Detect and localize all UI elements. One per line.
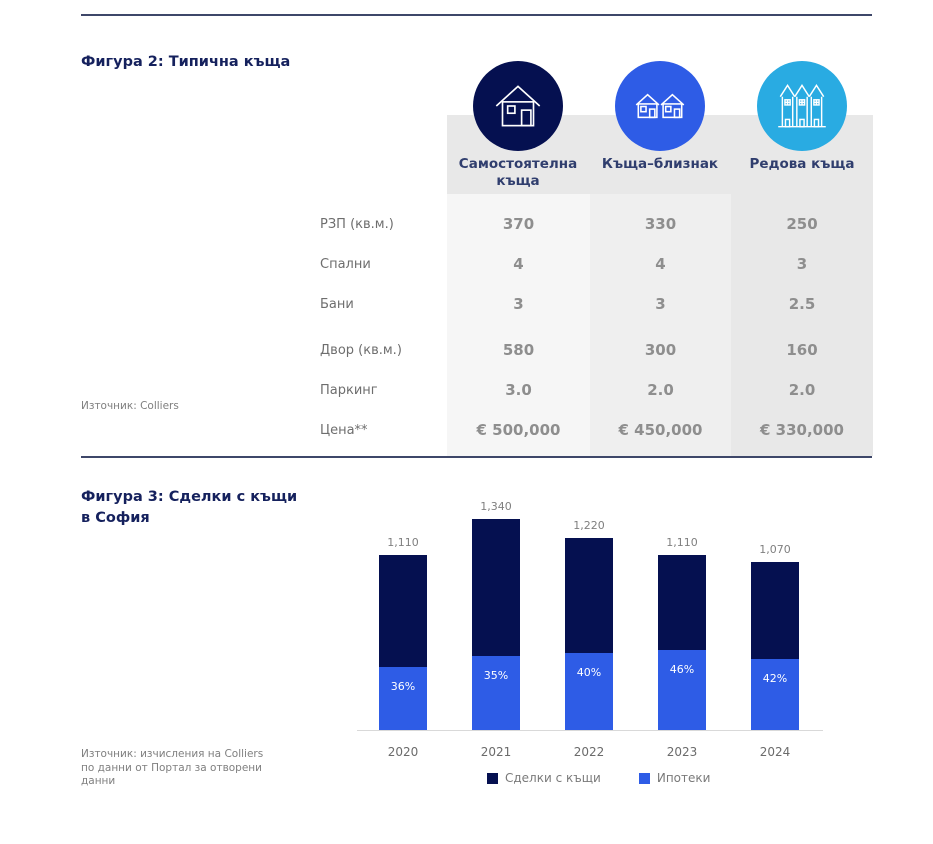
figure2-table-body: РЗП (кв.м.) 370 330 250 Спални 4 4 3 Бани 3 3 2.5 Дв… bbox=[320, 204, 873, 450]
bar-value-label: 1,110 bbox=[387, 536, 419, 549]
table-cell: € 500,000 bbox=[476, 421, 561, 439]
table-cell: 4 bbox=[655, 255, 666, 273]
figure3-title-line1: Фигура 3: Сделки с къщи bbox=[81, 489, 298, 505]
row-label: Двор (кв.м.) bbox=[320, 342, 402, 358]
column-header-label: Къща–близнак bbox=[601, 156, 719, 172]
figure2-source: Източник: Colliers bbox=[81, 400, 179, 412]
table-row: РЗП (кв.м.) 370 330 250 bbox=[320, 204, 873, 244]
table-row: Бани 3 3 2.5 bbox=[320, 284, 873, 324]
chart-x-axis-labels: 2020 2021 2022 2023 2024 bbox=[357, 745, 823, 761]
table-cell: € 330,000 bbox=[760, 421, 844, 439]
legend-label: Сделки с къщи bbox=[505, 771, 601, 785]
table-cell: 2.5 bbox=[788, 295, 816, 313]
figure3-source: Източник: изчисления на Colliers по данн… bbox=[81, 748, 301, 789]
legend-item: Сделки с къщи bbox=[487, 771, 601, 785]
table-cell: 160 bbox=[786, 341, 818, 359]
table-cell: 3.0 bbox=[505, 381, 532, 399]
bar-mortgages-2020 bbox=[379, 667, 427, 730]
x-axis-label: 2020 bbox=[387, 745, 419, 759]
table-row: Двор (кв.м.) 580 300 160 bbox=[320, 330, 873, 370]
table-cell: 330 bbox=[644, 215, 677, 233]
table-column-bg-1 bbox=[447, 194, 590, 456]
semi-detached-house-icon bbox=[615, 61, 705, 151]
table-cell: 2.0 bbox=[647, 381, 674, 399]
x-axis-label: 2024 bbox=[759, 745, 791, 759]
table-cell: € 450,000 bbox=[618, 421, 703, 439]
table-column-bg-3 bbox=[731, 194, 873, 456]
x-axis-label: 2023 bbox=[666, 745, 698, 759]
row-house-icon bbox=[757, 61, 847, 151]
legend-swatch bbox=[487, 772, 498, 784]
figure-divider bbox=[81, 456, 872, 458]
row-label: Паркинг bbox=[320, 382, 378, 398]
table-column-header: Редова къща bbox=[731, 61, 873, 190]
stacked-bar-chart: 1,110 36% 1,340 35% 1,220 40% 1,110 46% 1,070 42% bbox=[357, 495, 823, 731]
table-row: Паркинг 3.0 2.0 2.0 bbox=[320, 370, 873, 410]
bar-value-label: 1,110 bbox=[666, 536, 698, 549]
table-cell: 4 bbox=[513, 255, 524, 273]
table-cell: 3 bbox=[796, 255, 808, 273]
table-row: Спални 4 4 3 bbox=[320, 244, 873, 284]
figure3-source-line1: Източник: изчисления на Colliers bbox=[81, 748, 264, 760]
table-cell: 300 bbox=[644, 341, 677, 359]
figure2-title: Фигура 2: Типична къща bbox=[81, 54, 291, 70]
legend-label: Ипотеки bbox=[656, 771, 711, 785]
legend-swatch bbox=[638, 772, 650, 784]
column-header-label: Самостоятелна къща bbox=[458, 156, 578, 189]
table-cell: 2.0 bbox=[788, 381, 816, 399]
bar-percent-label: 40% bbox=[576, 666, 602, 679]
bar-value-label: 1,340 bbox=[480, 500, 512, 513]
row-label: Спални bbox=[320, 256, 371, 272]
bar-value-label: 1,070 bbox=[759, 543, 791, 556]
bar-value-label: 1,220 bbox=[573, 519, 605, 532]
bar-mortgages-2023 bbox=[658, 650, 706, 730]
table-column-header: Самостоятелна къща bbox=[447, 61, 589, 190]
table-cell: 580 bbox=[502, 341, 535, 359]
table-cell: 3 bbox=[655, 295, 666, 313]
table-cell: 250 bbox=[786, 215, 818, 233]
top-divider bbox=[81, 14, 872, 16]
row-label: Бани bbox=[320, 296, 354, 312]
bar-mortgages-2024 bbox=[751, 659, 799, 730]
bar-mortgages-2022 bbox=[565, 653, 613, 730]
bar-percent-label: 35% bbox=[483, 669, 509, 682]
figure3-title-line2: в София bbox=[81, 510, 150, 526]
chart-legend: Сделки с къщи Ипотеки bbox=[487, 771, 710, 785]
row-label: РЗП (кв.м.) bbox=[320, 216, 394, 232]
legend-item: Ипотеки bbox=[638, 771, 711, 785]
x-axis-label: 2022 bbox=[573, 745, 605, 759]
table-cell: 370 bbox=[502, 215, 535, 233]
table-column-bg-2 bbox=[590, 194, 731, 456]
row-label: Цена** bbox=[320, 422, 368, 438]
bar-percent-label: 36% bbox=[390, 680, 416, 693]
x-axis-label: 2021 bbox=[480, 745, 512, 759]
detached-house-icon bbox=[473, 61, 563, 151]
figure3-source-line2: по данни от Портал за отворени bbox=[81, 761, 262, 774]
table-cell: 3 bbox=[513, 295, 524, 313]
table-column-header: Къща–близнак bbox=[589, 61, 731, 190]
figure2-table-header: Самостоятелна къща Къща–близнак Редова къщ… bbox=[447, 61, 873, 190]
figure3-source-line3: данни bbox=[81, 775, 116, 787]
table-row: Цена** € 500,000 € 450,000 € 330,000 bbox=[320, 410, 873, 450]
figure3-title: Фигура 3: Сделки с къщи в София bbox=[81, 487, 301, 529]
column-header-label: Редова къща bbox=[749, 156, 855, 172]
bar-percent-label: 46% bbox=[669, 663, 695, 676]
bar-percent-label: 42% bbox=[762, 672, 788, 685]
bar-mortgages-2021 bbox=[472, 656, 520, 730]
